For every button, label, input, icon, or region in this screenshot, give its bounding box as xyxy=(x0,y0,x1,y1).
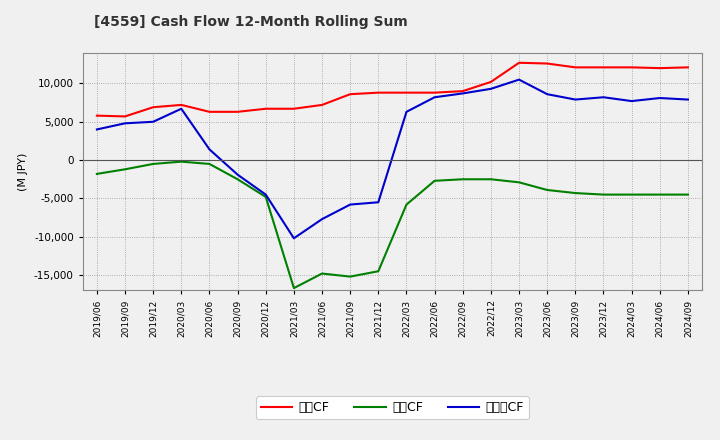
フリーCF xyxy=(374,200,382,205)
フリーCF xyxy=(571,97,580,102)
投資CF xyxy=(289,286,298,291)
投資CF xyxy=(402,202,411,207)
営業CF xyxy=(346,92,354,97)
Text: [4559] Cash Flow 12-Month Rolling Sum: [4559] Cash Flow 12-Month Rolling Sum xyxy=(94,15,408,29)
フリーCF xyxy=(261,192,270,197)
フリーCF xyxy=(599,95,608,100)
投資CF xyxy=(683,192,692,197)
営業CF xyxy=(402,90,411,95)
フリーCF xyxy=(627,99,636,104)
投資CF xyxy=(177,159,186,164)
フリーCF xyxy=(93,127,102,132)
フリーCF xyxy=(431,95,439,100)
Line: 投資CF: 投資CF xyxy=(97,161,688,288)
営業CF xyxy=(431,90,439,95)
投資CF xyxy=(121,167,130,172)
Line: 営業CF: 営業CF xyxy=(97,63,688,117)
営業CF xyxy=(233,109,242,114)
投資CF xyxy=(318,271,326,276)
フリーCF xyxy=(515,77,523,82)
フリーCF xyxy=(289,236,298,241)
フリーCF xyxy=(121,121,130,126)
営業CF xyxy=(289,106,298,111)
フリーCF xyxy=(683,97,692,102)
投資CF xyxy=(93,171,102,176)
営業CF xyxy=(93,113,102,118)
フリーCF xyxy=(318,216,326,222)
営業CF xyxy=(149,105,158,110)
投資CF xyxy=(431,178,439,183)
営業CF xyxy=(571,65,580,70)
Legend: 営業CF, 投資CF, フリーCF: 営業CF, 投資CF, フリーCF xyxy=(256,396,528,419)
営業CF xyxy=(599,65,608,70)
Y-axis label: (M JPY): (M JPY) xyxy=(18,152,28,191)
営業CF xyxy=(261,106,270,111)
営業CF xyxy=(515,60,523,66)
投資CF xyxy=(261,194,270,199)
フリーCF xyxy=(233,172,242,177)
フリーCF xyxy=(543,92,552,97)
営業CF xyxy=(205,109,214,114)
投資CF xyxy=(205,161,214,167)
営業CF xyxy=(487,79,495,84)
投資CF xyxy=(543,187,552,193)
フリーCF xyxy=(487,86,495,92)
フリーCF xyxy=(205,147,214,152)
投資CF xyxy=(599,192,608,197)
投資CF xyxy=(515,180,523,185)
フリーCF xyxy=(149,119,158,125)
営業CF xyxy=(683,65,692,70)
営業CF xyxy=(121,114,130,119)
営業CF xyxy=(655,66,664,71)
Line: フリーCF: フリーCF xyxy=(97,80,688,238)
投資CF xyxy=(459,176,467,182)
フリーCF xyxy=(177,106,186,111)
投資CF xyxy=(233,176,242,182)
投資CF xyxy=(571,191,580,196)
フリーCF xyxy=(655,95,664,101)
営業CF xyxy=(459,88,467,94)
営業CF xyxy=(627,65,636,70)
営業CF xyxy=(177,102,186,107)
投資CF xyxy=(655,192,664,197)
投資CF xyxy=(374,268,382,274)
営業CF xyxy=(318,102,326,107)
投資CF xyxy=(487,176,495,182)
投資CF xyxy=(149,161,158,167)
営業CF xyxy=(374,90,382,95)
投資CF xyxy=(627,192,636,197)
フリーCF xyxy=(346,202,354,207)
投資CF xyxy=(346,274,354,279)
営業CF xyxy=(543,61,552,66)
フリーCF xyxy=(402,109,411,114)
フリーCF xyxy=(459,91,467,96)
